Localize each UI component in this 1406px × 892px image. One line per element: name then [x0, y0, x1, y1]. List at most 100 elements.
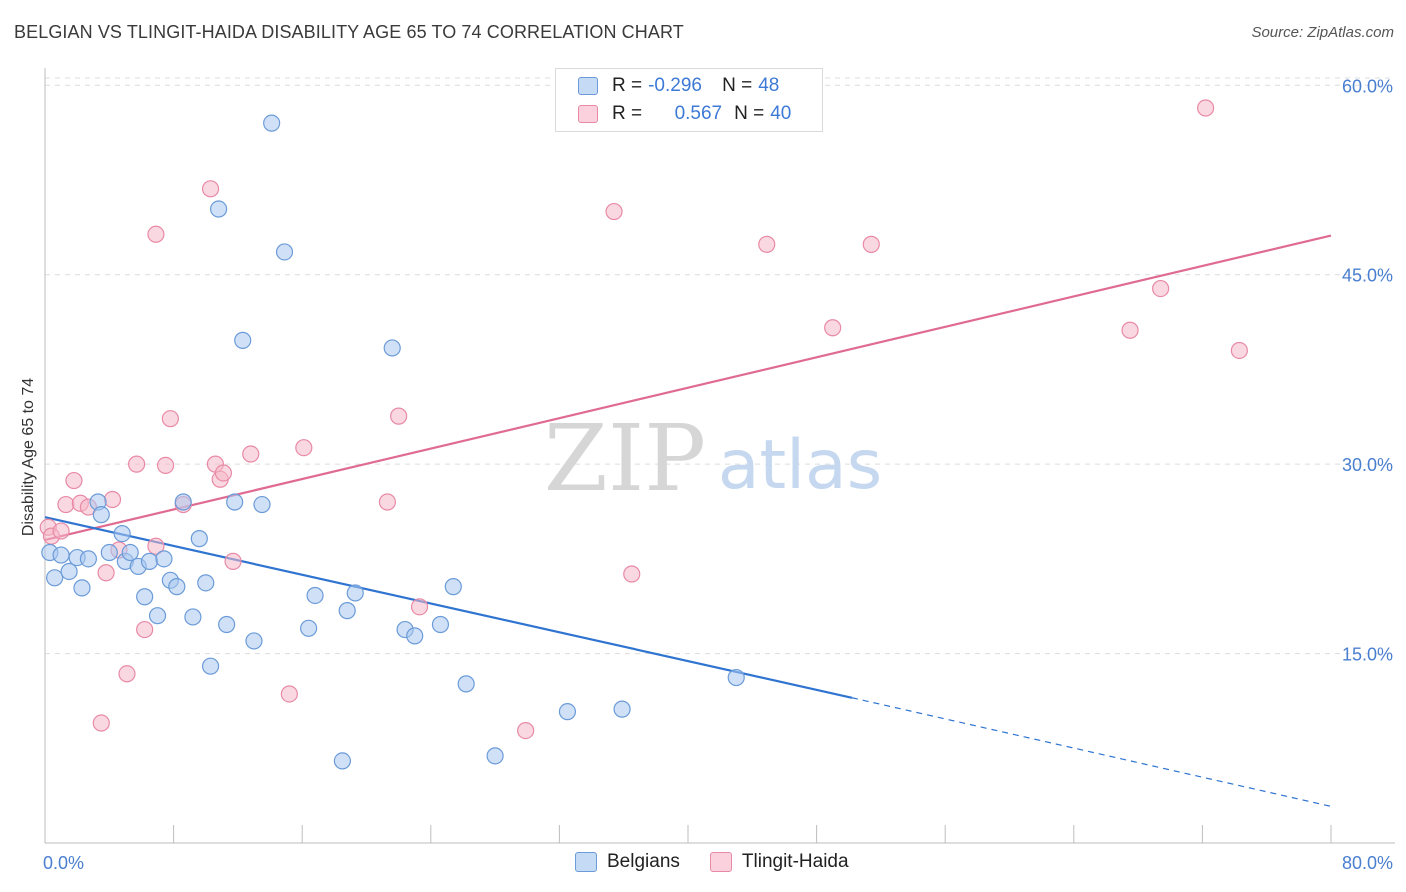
point-belgians	[338, 602, 356, 620]
point-tlingit-haida	[623, 565, 641, 583]
point-belgians	[457, 675, 475, 693]
point-tlingit-haida	[161, 410, 179, 428]
y-axis-title: Disability Age 65 to 74	[20, 378, 37, 536]
legend-row-tlingit-haida: R = 0.567 N = 40	[578, 101, 791, 127]
legend-item-belgians[interactable]: Belgians	[575, 851, 680, 873]
point-belgians	[383, 339, 401, 357]
point-belgians	[306, 586, 324, 605]
grid-lines	[45, 77, 1395, 655]
point-belgians	[263, 114, 281, 132]
watermark-zip: ZIP	[544, 405, 706, 512]
source-label: Source: ZipAtlas.com	[1251, 24, 1394, 41]
point-tlingit-haida	[224, 552, 242, 570]
point-belgians	[92, 506, 110, 524]
correlation-legend: R = -0.296 N = 48 R = 0.567 N = 40	[555, 68, 823, 132]
point-tlingit-haida	[605, 202, 623, 221]
point-tlingit-haida	[280, 685, 298, 703]
trend-line-belgians	[44, 516, 853, 699]
trend-lines	[44, 234, 1332, 807]
legend-r-label: R =	[612, 75, 643, 96]
chart-title: BELGIAN VS TLINGIT-HAIDA DISABILITY AGE …	[14, 22, 684, 42]
legend-label-belgians: Belgians	[607, 851, 680, 872]
point-belgians	[73, 579, 91, 597]
point-tlingit-haida	[862, 235, 880, 253]
point-tlingit-haida	[214, 464, 233, 482]
x-tick-label: 0.0%	[43, 853, 84, 873]
legend-r-label: R =	[612, 103, 643, 124]
legend-n-value-tlingit-haida: 40	[770, 103, 792, 124]
point-belgians	[79, 550, 98, 568]
point-belgians	[275, 243, 294, 261]
point-belgians	[253, 495, 271, 514]
data-points	[39, 99, 1248, 770]
point-belgians	[100, 543, 118, 562]
point-tlingit-haida	[128, 455, 146, 473]
point-belgians	[245, 632, 263, 650]
series-legend: Belgians Tlingit-Haida	[575, 851, 879, 873]
point-belgians	[184, 608, 202, 626]
legend-item-tlingit-haida[interactable]: Tlingit-Haida	[709, 851, 849, 873]
point-tlingit-haida	[758, 235, 776, 253]
axis-labels: 15.0% 30.0% 45.0% 60.0% 0.0% 80.0% Disability …	[20, 76, 1393, 873]
point-belgians	[226, 493, 244, 511]
y-tick-label: 30.0%	[1342, 455, 1393, 475]
point-belgians	[197, 574, 215, 592]
point-tlingit-haida	[92, 714, 110, 732]
trend-line-tlingit-haida	[44, 234, 1332, 541]
point-tlingit-haida	[147, 225, 165, 243]
point-belgians	[613, 700, 631, 718]
point-tlingit-haida	[517, 722, 535, 740]
legend-swatch-belgians	[575, 852, 597, 872]
legend-swatch-belgians	[578, 77, 598, 95]
point-tlingit-haida	[136, 620, 154, 639]
point-belgians	[218, 615, 236, 634]
point-tlingit-haida	[378, 493, 396, 511]
point-tlingit-haida	[1121, 321, 1139, 339]
point-belgians	[60, 562, 78, 581]
point-tlingit-haida	[410, 598, 429, 616]
point-belgians	[155, 550, 173, 568]
point-tlingit-haida	[390, 407, 408, 425]
point-belgians	[300, 619, 318, 637]
point-belgians	[210, 200, 228, 218]
point-tlingit-haida	[103, 490, 122, 509]
point-tlingit-haida	[52, 522, 70, 540]
point-tlingit-haida	[824, 319, 842, 337]
legend-n-label: N =	[734, 103, 765, 124]
point-belgians	[727, 668, 745, 687]
legend-n-label: N =	[722, 75, 753, 96]
point-tlingit-haida	[242, 445, 260, 463]
point-tlingit-haida	[1152, 279, 1170, 298]
point-belgians	[201, 657, 220, 675]
y-tick-label: 15.0%	[1342, 645, 1393, 665]
legend-label-tlingit-haida: Tlingit-Haida	[741, 851, 849, 872]
point-belgians	[406, 627, 424, 645]
legend-swatch-tlingit-haida	[709, 852, 732, 872]
legend-r-value-belgians: -0.296	[648, 75, 702, 96]
point-belgians	[46, 569, 64, 587]
watermark: ZIP atlas	[544, 405, 882, 512]
axes	[44, 68, 1395, 844]
point-belgians	[486, 747, 504, 765]
y-tick-label: 45.0%	[1342, 266, 1393, 286]
point-belgians	[174, 493, 192, 511]
point-belgians	[136, 588, 154, 606]
trend-line-belgians-extrapolated	[851, 697, 1332, 807]
point-tlingit-haida	[65, 471, 83, 490]
point-belgians	[346, 584, 364, 602]
legend-n-value-belgians: 48	[758, 75, 780, 96]
point-tlingit-haida	[1197, 99, 1215, 117]
legend-swatch-tlingit-haida	[578, 105, 598, 123]
legend-r-value-tlingit-haida: 0.567	[674, 103, 723, 124]
legend-row-belgians: R = -0.296 N = 48	[578, 73, 779, 99]
point-tlingit-haida	[1230, 341, 1248, 360]
point-tlingit-haida	[57, 495, 75, 514]
point-belgians	[190, 530, 208, 548]
point-belgians	[168, 578, 186, 596]
point-belgians	[52, 546, 70, 564]
point-belgians	[140, 552, 159, 570]
point-belgians	[444, 578, 462, 596]
point-belgians	[558, 703, 577, 721]
point-tlingit-haida	[97, 564, 115, 582]
point-belgians	[113, 524, 131, 543]
